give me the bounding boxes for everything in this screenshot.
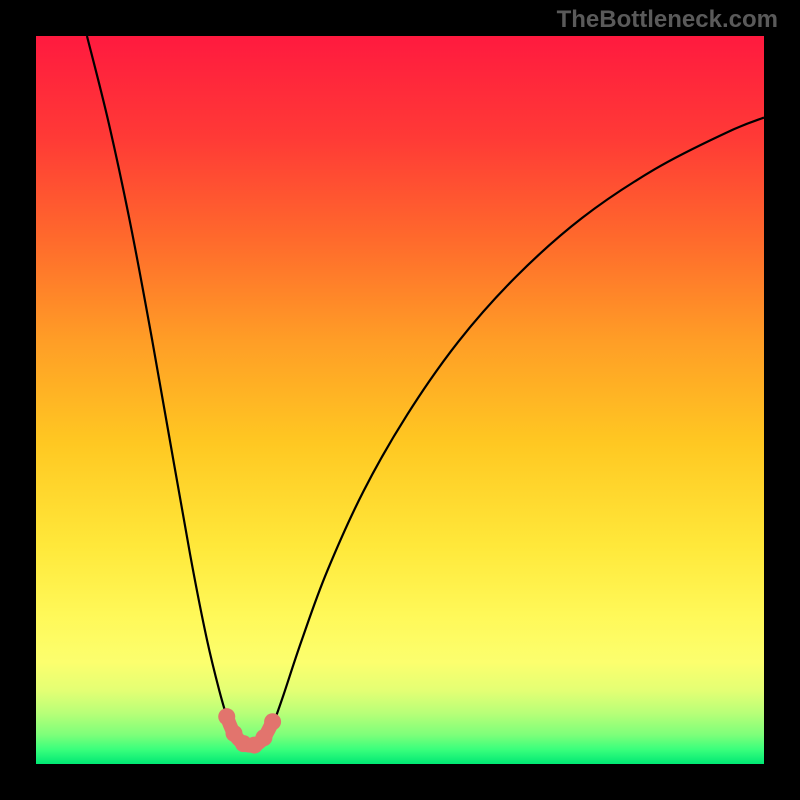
valley-marker-dot — [218, 708, 235, 725]
watermark-text: TheBottleneck.com — [557, 6, 778, 34]
plot-area — [36, 36, 764, 764]
valley-marker-dot — [264, 713, 281, 730]
bottleneck-curve-right — [273, 118, 764, 724]
bottleneck-curve-left — [87, 36, 229, 724]
chart-canvas: TheBottleneck.com — [0, 0, 800, 800]
valley-marker-dot — [255, 729, 272, 746]
curve-layer — [36, 36, 764, 764]
